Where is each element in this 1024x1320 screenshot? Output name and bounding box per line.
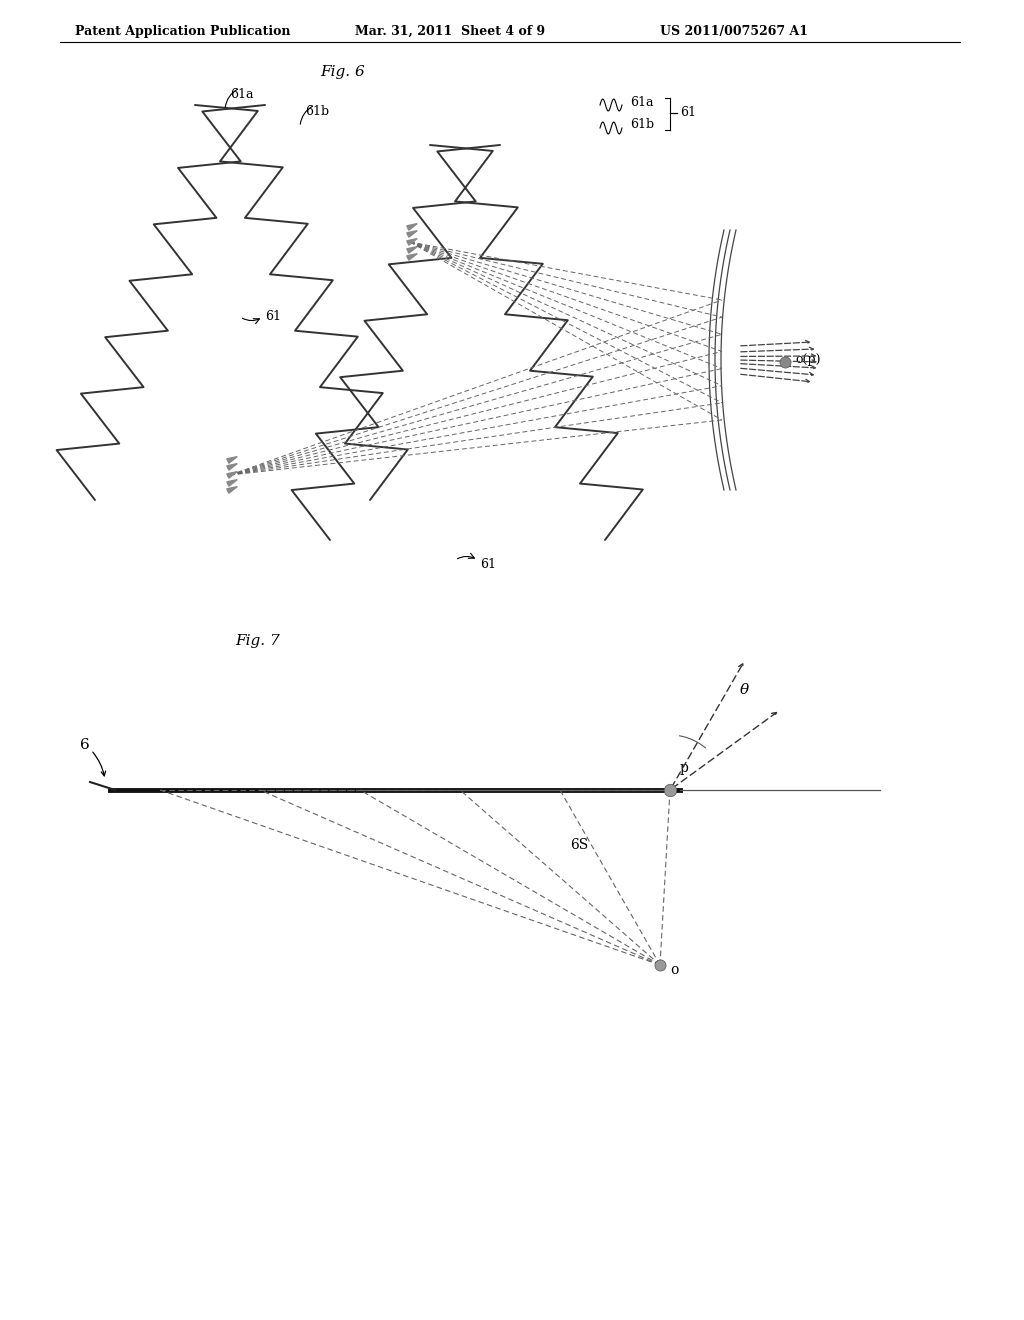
Polygon shape <box>407 239 417 246</box>
Text: US 2011/0075267 A1: US 2011/0075267 A1 <box>660 25 808 38</box>
Text: p: p <box>680 762 689 775</box>
Polygon shape <box>226 457 238 463</box>
Polygon shape <box>226 463 238 470</box>
Polygon shape <box>407 253 417 260</box>
Text: Fig. 7: Fig. 7 <box>234 634 280 648</box>
Text: Mar. 31, 2011  Sheet 4 of 9: Mar. 31, 2011 Sheet 4 of 9 <box>355 25 545 38</box>
Text: 6S: 6S <box>570 838 588 851</box>
Text: 61a: 61a <box>630 95 653 108</box>
Polygon shape <box>226 479 238 486</box>
Text: Patent Application Publication: Patent Application Publication <box>75 25 291 38</box>
Text: 61: 61 <box>480 558 496 572</box>
Text: o(p): o(p) <box>795 352 820 366</box>
Polygon shape <box>407 247 417 253</box>
Polygon shape <box>407 231 417 238</box>
Polygon shape <box>226 487 238 494</box>
Text: 61: 61 <box>680 107 696 120</box>
Text: 61a: 61a <box>230 88 254 102</box>
Text: 61b: 61b <box>630 119 654 132</box>
Text: 61: 61 <box>265 310 281 323</box>
Text: 61b: 61b <box>305 106 329 117</box>
Polygon shape <box>226 471 238 478</box>
Polygon shape <box>407 223 417 230</box>
Text: o: o <box>670 964 678 977</box>
Text: Fig. 6: Fig. 6 <box>319 65 365 79</box>
Text: 6: 6 <box>80 738 90 752</box>
Text: θ: θ <box>740 682 750 697</box>
